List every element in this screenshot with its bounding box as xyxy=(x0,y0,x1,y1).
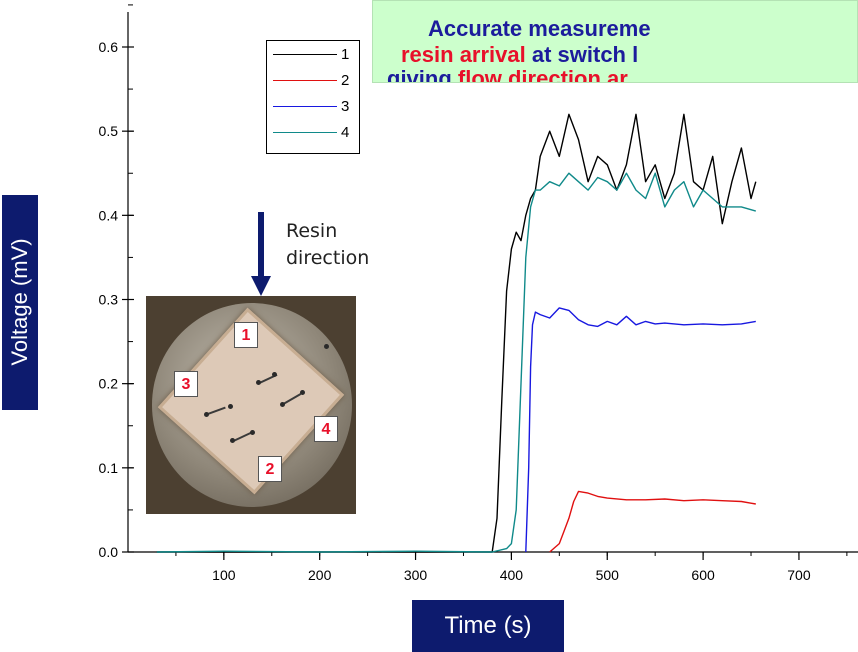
annotation-segment: flow direction ar xyxy=(457,66,628,83)
sensor-label-1: 1 xyxy=(234,322,258,348)
legend-label: 1 xyxy=(341,46,350,63)
legend-swatch xyxy=(273,80,337,81)
sensor-label-3: 3 xyxy=(174,371,198,397)
legend: 1 2 3 4 xyxy=(266,40,360,154)
annotation-box: Accurate measureme resin arrival at swit… xyxy=(372,0,858,83)
x-tick-label: 600 xyxy=(691,567,715,583)
y-tick-label: 0.6 xyxy=(99,39,119,55)
sensor-dot xyxy=(250,430,255,435)
annotation-segment: resin arrival xyxy=(401,42,526,67)
resin-direction-label: Resin direction xyxy=(286,218,369,272)
sensor-dot xyxy=(280,402,285,407)
y-axis-label-box xyxy=(2,195,38,410)
series-line-1 xyxy=(156,113,757,553)
arrow-head-icon xyxy=(251,276,271,296)
x-axis-label-box xyxy=(412,600,564,652)
annotation-line-3: giving flow direction ar xyxy=(387,65,628,83)
x-tick-label: 200 xyxy=(308,567,332,583)
annotation-line-2: resin arrival at switch l xyxy=(401,41,638,68)
legend-label: 3 xyxy=(341,98,350,115)
series-line-4 xyxy=(156,172,756,553)
sensor-dot xyxy=(230,438,235,443)
sensor-dot xyxy=(228,404,233,409)
sensor-label-2: 2 xyxy=(258,456,282,482)
legend-label: 2 xyxy=(341,72,350,89)
x-axis-label: Time (s) xyxy=(444,612,532,639)
sensor-dot xyxy=(256,380,261,385)
legend-label: 4 xyxy=(341,124,350,141)
x-tick-label: 100 xyxy=(212,567,236,583)
y-tick-label: 0.2 xyxy=(99,376,119,392)
y-axis-label: Voltage (mV) xyxy=(7,238,32,366)
legend-swatch xyxy=(273,54,337,55)
x-tick-label: 500 xyxy=(596,567,620,583)
y-tick-label: 0.0 xyxy=(99,544,119,560)
legend-item-1: 1 xyxy=(267,45,361,65)
series-lines xyxy=(156,113,757,553)
y-tick-label: 0.5 xyxy=(99,123,119,139)
x-tick-label: 700 xyxy=(787,567,811,583)
legend-item-3: 3 xyxy=(267,97,361,117)
y-tick-label: 0.1 xyxy=(99,460,119,476)
x-tick-label: 300 xyxy=(404,567,428,583)
series-line-2 xyxy=(549,490,756,553)
sensor-photo: 1 2 3 4 xyxy=(146,296,356,514)
legend-swatch xyxy=(273,132,337,133)
annotation-segment: at switch l xyxy=(525,42,639,67)
annotation-segment: Accurate measureme xyxy=(428,16,651,41)
sensor-dot xyxy=(204,412,209,417)
sensor-dot xyxy=(272,372,277,377)
sensor-dot xyxy=(324,344,329,349)
sensor-dot xyxy=(300,390,305,395)
legend-swatch xyxy=(273,106,337,107)
resin-label-line-1: Resin xyxy=(286,220,338,242)
series-line-3 xyxy=(525,307,756,553)
y-tick-label: 0.4 xyxy=(99,207,119,223)
x-tick-label: 400 xyxy=(500,567,524,583)
annotation-segment: giving xyxy=(387,66,458,83)
down-arrow-icon xyxy=(258,212,264,278)
y-tick-label: 0.3 xyxy=(99,292,119,308)
legend-item-2: 2 xyxy=(267,71,361,91)
legend-item-4: 4 xyxy=(267,123,361,143)
resin-label-line-2: direction xyxy=(286,247,370,269)
annotation-line-1: Accurate measureme xyxy=(428,15,651,42)
sensor-label-4: 4 xyxy=(314,416,338,442)
